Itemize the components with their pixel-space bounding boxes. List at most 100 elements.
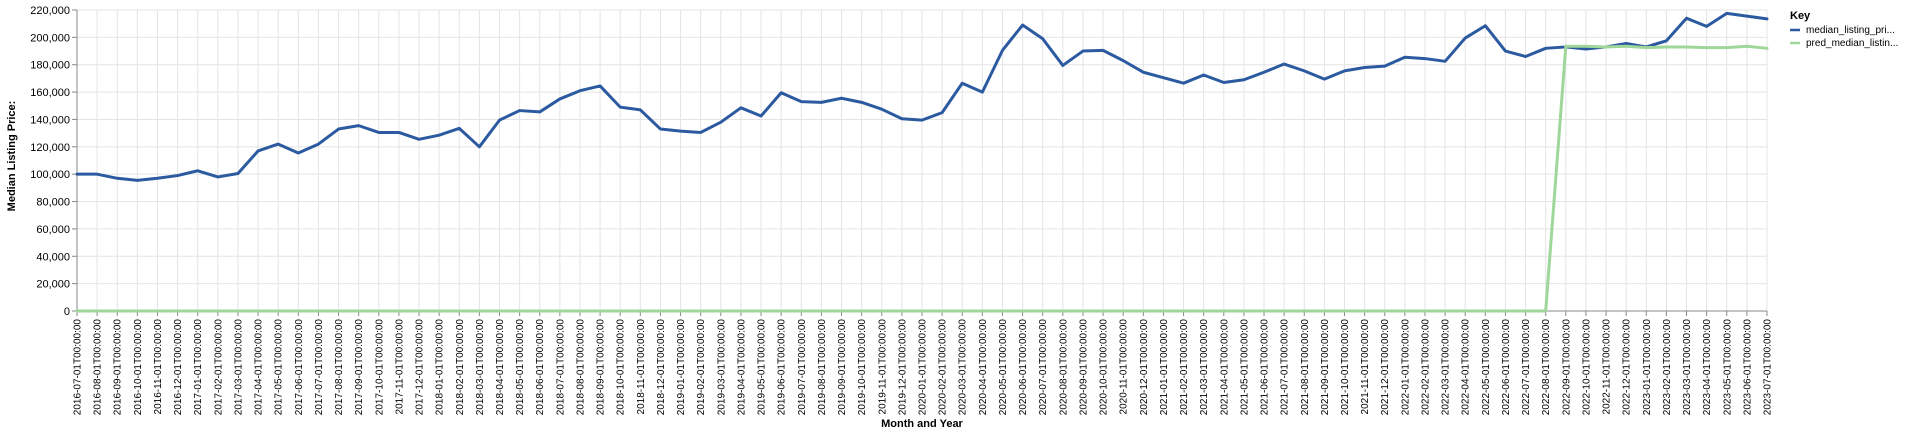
x-tick-label: 2019-11-01T00:00:00	[877, 319, 888, 415]
x-tick-label: 2017-01-01T00:00:00	[193, 319, 204, 416]
x-tick-label: 2019-01-01T00:00:00	[676, 319, 687, 416]
x-tick-label: 2017-06-01T00:00:00	[294, 319, 305, 416]
x-tick-label: 2021-10-01T00:00:00	[1340, 319, 1351, 416]
x-tick-label: 2020-09-01T00:00:00	[1078, 319, 1089, 416]
x-tick-label: 2023-05-01T00:00:00	[1722, 319, 1733, 416]
x-tick-label: 2021-12-01T00:00:00	[1380, 319, 1391, 416]
series-lines	[75, 11, 1769, 313]
x-tick-label: 2022-05-01T00:00:00	[1481, 319, 1492, 416]
x-tick-label: 2019-04-01T00:00:00	[736, 319, 747, 416]
y-tick-label: 80,000	[36, 197, 70, 209]
x-tick-label: 2021-03-01T00:00:00	[1199, 319, 1210, 416]
x-tick-label: 2016-12-01T00:00:00	[173, 319, 184, 416]
legend-label: pred_median_listin...	[1806, 38, 1898, 49]
x-tick-label: 2021-05-01T00:00:00	[1239, 319, 1250, 416]
y-tick-label: 40,000	[36, 251, 70, 263]
x-tick-label: 2018-01-01T00:00:00	[435, 319, 446, 416]
x-tick-label: 2023-07-01T00:00:00	[1763, 319, 1774, 416]
x-tick-label: 2022-07-01T00:00:00	[1521, 319, 1532, 416]
x-tick-label: 2020-10-01T00:00:00	[1099, 319, 1110, 416]
x-axis-ticks: 2016-07-01T00:00:00 2016-08-01T00:00:00 20…	[73, 311, 1774, 415]
x-tick-label: 2020-01-01T00:00:00	[918, 319, 929, 416]
y-tick-label: 220,000	[30, 5, 70, 17]
x-tick-label: 2021-11-01T00:00:00	[1360, 319, 1371, 415]
y-tick-label: 20,000	[36, 279, 70, 291]
series-line-pred-median-listing-price	[75, 44, 1769, 313]
x-tick-label: 2023-01-01T00:00:00	[1642, 319, 1653, 416]
y-tick-label: 200,000	[30, 32, 70, 44]
y-axis-title: Median Listing Price:	[6, 101, 18, 212]
x-tick-label: 2018-05-01T00:00:00	[515, 319, 526, 416]
x-tick-label: 2021-04-01T00:00:00	[1219, 319, 1230, 416]
x-tick-label: 2017-09-01T00:00:00	[354, 319, 365, 416]
y-tick-label: 60,000	[36, 224, 70, 236]
x-tick-label: 2018-03-01T00:00:00	[475, 319, 486, 416]
x-tick-label: 2016-07-01T00:00:00	[73, 319, 84, 416]
x-tick-label: 2020-04-01T00:00:00	[978, 319, 989, 416]
x-tick-label: 2017-05-01T00:00:00	[274, 319, 285, 416]
x-tick-label: 2017-08-01T00:00:00	[334, 319, 345, 416]
x-tick-label: 2019-07-01T00:00:00	[797, 319, 808, 416]
x-tick-label: 2021-08-01T00:00:00	[1300, 319, 1311, 416]
x-tick-label: 2020-07-01T00:00:00	[1038, 319, 1049, 416]
x-tick-label: 2019-03-01T00:00:00	[716, 319, 727, 416]
x-tick-label: 2017-07-01T00:00:00	[314, 319, 325, 416]
x-tick-label: 2021-01-01T00:00:00	[1159, 319, 1170, 416]
legend-items: median_listing_pri... pred_median_listin.…	[1790, 25, 1898, 49]
x-tick-label: 2019-05-01T00:00:00	[757, 319, 768, 416]
x-tick-label: 2017-10-01T00:00:00	[374, 319, 385, 416]
x-tick-label: 2019-06-01T00:00:00	[777, 319, 788, 416]
x-tick-label: 2022-04-01T00:00:00	[1461, 319, 1472, 416]
grid-lines	[76, 9, 1768, 312]
x-tick-label: 2017-12-01T00:00:00	[415, 319, 426, 416]
x-tick-label: 2020-12-01T00:00:00	[1139, 319, 1150, 416]
x-tick-label: 2017-11-01T00:00:00	[394, 319, 405, 415]
x-tick-label: 2019-09-01T00:00:00	[837, 319, 848, 416]
legend: Key median_listing_pri... pred_median_lis…	[1790, 10, 1898, 49]
y-tick-label: 140,000	[30, 114, 70, 126]
y-tick-label: 100,000	[30, 169, 70, 181]
x-tick-label: 2023-04-01T00:00:00	[1702, 319, 1713, 416]
legend-title: Key	[1790, 10, 1811, 22]
x-tick-label: 2018-07-01T00:00:00	[555, 319, 566, 416]
x-tick-label: 2022-02-01T00:00:00	[1420, 319, 1431, 416]
x-tick-label: 2022-03-01T00:00:00	[1441, 319, 1452, 416]
y-tick-label: 180,000	[30, 60, 70, 72]
x-tick-label: 2020-05-01T00:00:00	[998, 319, 1009, 416]
x-tick-label: 2022-08-01T00:00:00	[1541, 319, 1552, 416]
x-tick-label: 2018-09-01T00:00:00	[596, 319, 607, 416]
x-tick-label: 2018-04-01T00:00:00	[495, 319, 506, 416]
x-tick-label: 2018-08-01T00:00:00	[575, 319, 586, 416]
x-tick-label: 2017-02-01T00:00:00	[213, 319, 224, 416]
x-tick-label: 2020-02-01T00:00:00	[938, 319, 949, 416]
x-tick-label: 2019-08-01T00:00:00	[817, 319, 828, 416]
x-tick-label: 2018-10-01T00:00:00	[616, 319, 627, 416]
x-tick-label: 2023-06-01T00:00:00	[1742, 319, 1753, 416]
x-tick-label: 2017-04-01T00:00:00	[254, 319, 265, 416]
x-tick-label: 2019-02-01T00:00:00	[696, 319, 707, 416]
x-tick-label: 2016-08-01T00:00:00	[93, 319, 104, 416]
y-tick-label: 160,000	[30, 87, 70, 99]
x-tick-label: 2018-06-01T00:00:00	[535, 319, 546, 416]
x-tick-label: 2022-09-01T00:00:00	[1561, 319, 1572, 416]
x-tick-label: 2020-08-01T00:00:00	[1058, 319, 1069, 416]
x-tick-label: 2021-02-01T00:00:00	[1179, 319, 1190, 416]
x-tick-label: 2020-11-01T00:00:00	[1119, 319, 1130, 415]
y-tick-label: 0	[64, 306, 70, 318]
x-tick-label: 2022-12-01T00:00:00	[1622, 319, 1633, 416]
x-tick-label: 2016-10-01T00:00:00	[133, 319, 144, 416]
x-tick-label: 2020-06-01T00:00:00	[1018, 319, 1029, 416]
x-tick-label: 2021-09-01T00:00:00	[1320, 319, 1331, 416]
x-tick-label: 2023-02-01T00:00:00	[1662, 319, 1673, 416]
series-line-median-listing-price	[75, 11, 1769, 182]
y-axis-ticks: 0 20,000 40,000 60,000 80,000 100,000 120,000 1…	[30, 5, 77, 318]
x-axis-title: Month and Year	[881, 418, 963, 430]
x-tick-label: 2019-12-01T00:00:00	[897, 319, 908, 416]
x-tick-label: 2022-10-01T00:00:00	[1581, 319, 1592, 416]
x-tick-label: 2016-09-01T00:00:00	[113, 319, 124, 416]
x-tick-label: 2018-11-01T00:00:00	[636, 319, 647, 415]
y-tick-label: 120,000	[30, 142, 70, 154]
x-tick-label: 2019-10-01T00:00:00	[857, 319, 868, 416]
